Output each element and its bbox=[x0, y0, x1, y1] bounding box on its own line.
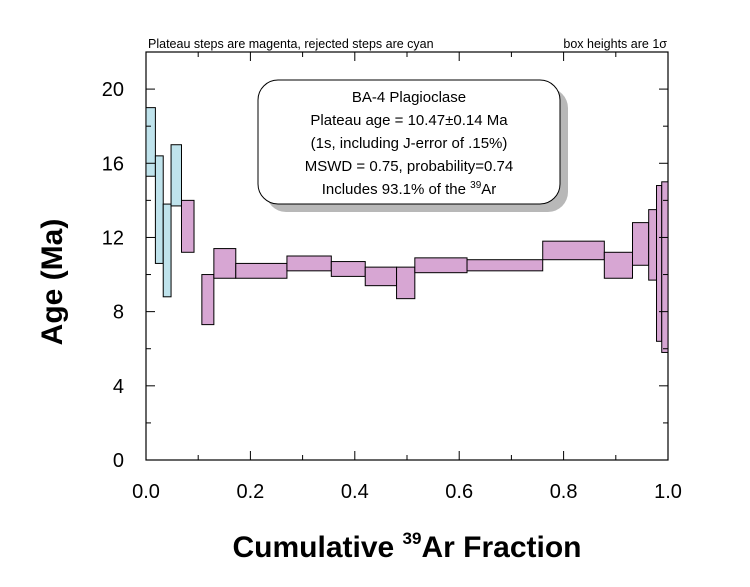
plateau-step-box bbox=[286, 255, 332, 272]
y-tick-label: 16 bbox=[102, 153, 124, 175]
sample-name: BA-4 Plagioclase bbox=[352, 89, 466, 106]
x-tick-label: 0.0 bbox=[132, 481, 160, 503]
plateau-step-box bbox=[542, 240, 605, 261]
x-axis-title: Cumulative 39Ar Fraction bbox=[233, 529, 582, 564]
rejected-step-box bbox=[145, 107, 156, 177]
plateau-legend-note: Plateau steps are magenta, rejected step… bbox=[148, 37, 434, 51]
x-tick-label: 0.4 bbox=[341, 481, 369, 503]
plateau-step-box bbox=[656, 185, 663, 342]
y-axis-title: Age (Ma) bbox=[36, 219, 69, 346]
x-title-suffix: Ar Fraction bbox=[421, 531, 581, 564]
rejected-step-box bbox=[162, 203, 172, 298]
ar-fraction-note: Includes 93.1% of the 39Ar bbox=[322, 180, 497, 198]
x-title-sup: 39 bbox=[403, 529, 422, 548]
box-height-note: box heights are 1σ bbox=[563, 37, 667, 51]
mswd-stat: MSWD = 0.75, probability=0.74 bbox=[305, 158, 513, 175]
error-note: (1s, including J-error of .15%) bbox=[311, 135, 508, 152]
x-tick-label: 1.0 bbox=[654, 481, 682, 503]
x-tick-label: 0.8 bbox=[550, 481, 578, 503]
plateau-step-box bbox=[364, 266, 398, 287]
plateau-step-box bbox=[396, 266, 416, 300]
rejected-step-box bbox=[170, 144, 182, 207]
ar-note-sup: 39 bbox=[470, 180, 482, 191]
y-tick-labels: 0 4 8 12 16 20 bbox=[102, 79, 124, 472]
plateau-step-box bbox=[414, 257, 468, 274]
age-steps bbox=[145, 107, 669, 353]
plateau-step-box bbox=[648, 209, 658, 281]
x-title-prefix: Cumulative bbox=[233, 531, 403, 564]
plateau-step-box bbox=[180, 199, 195, 253]
ar-note-prefix: Includes 93.1% of the bbox=[322, 181, 470, 198]
plateau-step-box bbox=[213, 248, 237, 279]
plateau-step-box bbox=[235, 262, 288, 279]
plateau-step-box bbox=[661, 181, 669, 353]
x-tick-label: 0.2 bbox=[236, 481, 264, 503]
ar-note-suffix: Ar bbox=[481, 181, 496, 198]
plateau-step-box bbox=[330, 261, 366, 277]
y-tick-label: 12 bbox=[102, 227, 124, 249]
y-tick-label: 0 bbox=[113, 450, 124, 472]
y-tick-label: 4 bbox=[113, 376, 124, 398]
y-tick-label: 20 bbox=[102, 79, 124, 101]
info-box-panel bbox=[257, 79, 561, 205]
axis-ticks bbox=[145, 51, 669, 461]
plateau-step-box bbox=[466, 259, 544, 272]
plateau-step-box bbox=[632, 222, 650, 266]
plateau-age: Plateau age = 10.47±0.14 Ma bbox=[310, 112, 508, 129]
plateau-step-box bbox=[603, 251, 634, 279]
plateau-info-box: BA-4 Plagioclase Plateau age = 10.47±0.1… bbox=[257, 79, 568, 212]
x-tick-labels: 0.0 0.2 0.4 0.6 0.8 1.0 bbox=[132, 481, 682, 503]
rejected-step-box bbox=[154, 155, 164, 264]
x-tick-label: 0.6 bbox=[445, 481, 473, 503]
plateau-step-box bbox=[201, 274, 215, 326]
y-tick-label: 8 bbox=[113, 302, 124, 324]
